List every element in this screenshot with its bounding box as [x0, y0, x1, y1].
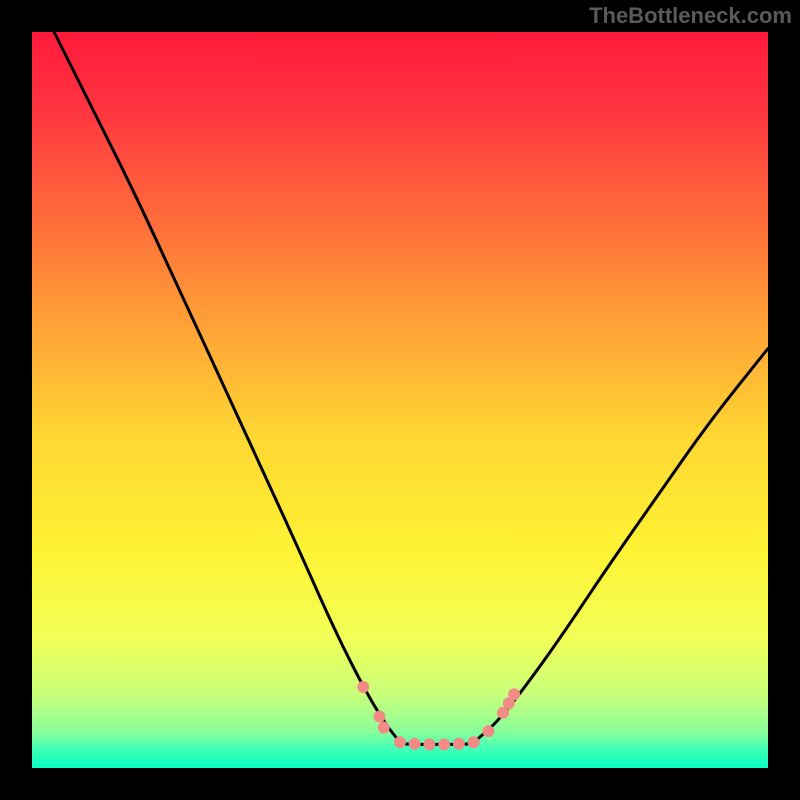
- data-point: [378, 722, 390, 734]
- data-point: [482, 725, 494, 737]
- data-point: [453, 738, 465, 750]
- bottleneck-chart: [0, 0, 800, 800]
- data-point: [373, 711, 385, 723]
- data-point: [409, 738, 421, 750]
- watermark-text: TheBottleneck.com: [589, 3, 792, 29]
- gradient-background: [32, 32, 768, 768]
- data-point: [394, 736, 406, 748]
- chart-frame: TheBottleneck.com: [0, 0, 800, 800]
- data-point: [468, 736, 480, 748]
- data-point: [508, 688, 520, 700]
- data-point: [357, 681, 369, 693]
- data-point: [438, 738, 450, 750]
- data-point: [423, 738, 435, 750]
